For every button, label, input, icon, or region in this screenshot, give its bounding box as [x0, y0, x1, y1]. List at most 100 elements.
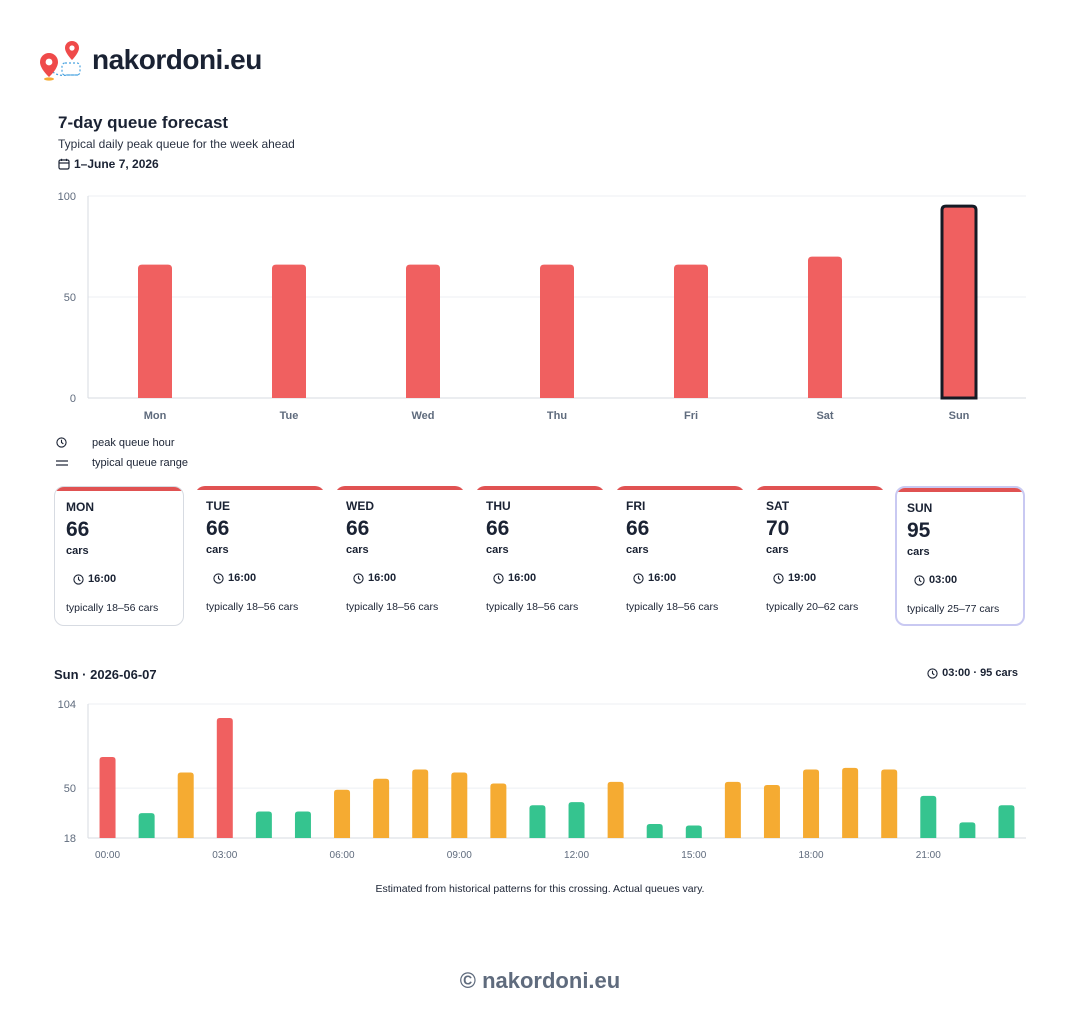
- hour-bar-1600: [724, 781, 741, 838]
- bar-mon: [138, 264, 172, 398]
- card-peak-time: 16:00: [73, 573, 116, 585]
- hour-bar-1200: [568, 802, 585, 838]
- hourly-queue-chart: 18 50 104 00:00 03:00 06:00 09:00 12:00 15:00 18:…: [58, 699, 1026, 861]
- card-day: FRI: [626, 499, 646, 513]
- card-peak-time-text: 16:00: [648, 572, 677, 584]
- x-tick-label: 21:00: [916, 850, 941, 861]
- day-detail-title: Sun · 2026-06-07: [54, 667, 157, 682]
- card-range: typically 18–56 cars: [206, 601, 299, 613]
- legend-range: typical queue range: [56, 457, 188, 469]
- copyright[interactable]: © nakordoni.eu: [459, 968, 621, 993]
- card-day: MON: [66, 500, 94, 514]
- day-card-fri[interactable]: FRI 66 cars 16:00 typically 18–56 cars: [615, 486, 745, 626]
- card-peak-time-text: 16:00: [88, 573, 117, 585]
- hour-bar-1900: [842, 767, 859, 838]
- forecast-subtitle: Typical daily peak queue for the week ah…: [58, 137, 295, 151]
- card-range: typically 20–62 cars: [766, 601, 859, 613]
- date-range-text: 1–June 7, 2026: [74, 157, 159, 171]
- hour-bar-1100: [529, 805, 546, 838]
- clock-icon: [633, 572, 644, 584]
- x-tick-label: 06:00: [330, 850, 355, 861]
- x-tick-label: Thu: [547, 410, 567, 422]
- card-value: 95: [907, 519, 931, 542]
- card-day: SUN: [907, 501, 933, 515]
- clock-icon: [927, 667, 938, 679]
- forecast-title: 7-day queue forecast: [58, 113, 229, 132]
- hour-bar-1400: [646, 823, 663, 838]
- card-value: 66: [346, 517, 370, 540]
- day-card-sat[interactable]: SAT 70 cars 19:00 typically 20–62 cars: [755, 486, 885, 626]
- card-day: SAT: [766, 499, 790, 513]
- card-unit: cars: [66, 545, 89, 557]
- bar-sat: [808, 256, 842, 398]
- hour-bar-1700: [763, 785, 780, 838]
- card-range: typically 18–56 cars: [66, 602, 159, 614]
- x-tick-label: Tue: [280, 410, 299, 422]
- hour-bar-2200: [959, 822, 976, 838]
- hour-bar-0700: [373, 778, 390, 838]
- hour-bar-0300: [216, 718, 233, 838]
- card-accent-bar: [475, 486, 605, 490]
- x-tick-label: Wed: [411, 410, 434, 422]
- hour-bar-0100: [138, 813, 155, 838]
- card-value: 66: [206, 517, 230, 540]
- bar-sun: [940, 204, 978, 400]
- footnote: Estimated from historical patterns for t…: [375, 883, 705, 895]
- hour-bar-1800: [803, 769, 820, 838]
- card-peak-time-text: 16:00: [368, 572, 397, 584]
- day-card-sun[interactable]: SUN 95 cars 03:00 typically 25–77 cars: [895, 486, 1025, 626]
- forecast-date-range: 1–June 7, 2026: [58, 157, 159, 171]
- card-peak-time: 16:00: [353, 572, 396, 584]
- day-card-mon[interactable]: MON 66 cars 16:00 typically 18–56 cars: [54, 486, 184, 626]
- card-accent-bar: [615, 486, 745, 490]
- card-unit: cars: [626, 544, 649, 556]
- x-tick-label: 03:00: [212, 850, 237, 861]
- hour-bar-2000: [881, 769, 898, 838]
- x-tick-label: Mon: [144, 410, 167, 422]
- hour-bar-0200: [177, 772, 194, 838]
- hour-bar-2100: [920, 795, 937, 838]
- clock-icon: [773, 572, 784, 584]
- legend-peak-hour-label: peak queue hour: [92, 436, 175, 449]
- clock-icon: [73, 573, 84, 585]
- clock-icon: [914, 574, 925, 586]
- card-value: 66: [66, 518, 90, 541]
- y-tick-label: 50: [64, 783, 76, 795]
- y-tick-label: 0: [70, 393, 76, 405]
- hour-bar-2300: [998, 805, 1015, 838]
- equals-icon: [56, 460, 68, 466]
- card-range: typically 18–56 cars: [346, 601, 439, 613]
- card-accent-bar: [755, 486, 885, 490]
- card-unit: cars: [907, 546, 930, 558]
- card-peak-time: 19:00: [773, 572, 816, 584]
- card-peak-time-text: 03:00: [929, 574, 958, 586]
- hour-bar-0800: [412, 769, 429, 838]
- card-accent-bar: [55, 487, 183, 491]
- y-tick-label: 50: [64, 292, 76, 304]
- y-tick-label: 100: [58, 191, 76, 203]
- card-peak-time: 16:00: [633, 572, 676, 584]
- day-detail-peak-text: 03:00 · 95 cars: [942, 667, 1018, 679]
- x-tick-label: Fri: [684, 410, 698, 422]
- hour-bar-0400: [255, 811, 272, 838]
- day-card-tue[interactable]: TUE 66 cars 16:00 typically 18–56 cars: [195, 486, 325, 626]
- card-value: 70: [766, 517, 790, 540]
- card-unit: cars: [486, 544, 509, 556]
- card-unit: cars: [766, 544, 789, 556]
- bar-thu: [540, 264, 574, 398]
- card-day: THU: [486, 499, 511, 513]
- legend-peak-hour: peak queue hour: [56, 437, 175, 449]
- day-detail-peak: 03:00 · 95 cars: [927, 667, 1018, 679]
- card-value: 66: [486, 517, 510, 540]
- card-unit: cars: [346, 544, 369, 556]
- card-day: TUE: [206, 499, 230, 513]
- day-card-thu[interactable]: THU 66 cars 16:00 typically 18–56 cars: [475, 486, 605, 626]
- x-tick-label: Sat: [816, 410, 833, 422]
- card-accent-bar: [195, 486, 325, 490]
- day-card-wed[interactable]: WED 66 cars 16:00 typically 18–56 cars: [335, 486, 465, 626]
- x-tick-label: 18:00: [799, 850, 824, 861]
- x-tick-label: 15:00: [681, 850, 706, 861]
- clock-icon: [353, 572, 364, 584]
- clock-icon: [56, 437, 67, 448]
- brand-name[interactable]: nakordoni.eu: [92, 44, 262, 75]
